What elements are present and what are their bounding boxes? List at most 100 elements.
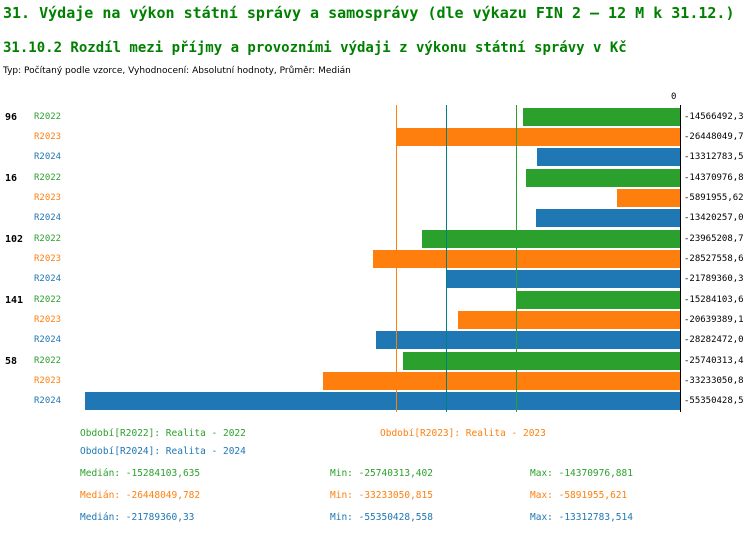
series-label-r2023: R2023 [34,254,62,264]
plot-area [85,189,680,207]
report-subtitle: 31.10.2 Rozdíl mezi příjmy a provozními … [3,40,627,56]
bar-chart: 0 96 R2022 -14566492,3 R2023 -26448049,7 R202… [0,90,750,416]
report-meta: Typ: Počítaný podle vzorce, Vyhodnocení:… [3,66,351,76]
bar-r2023 [395,128,680,146]
series-label-r2023: R2023 [34,315,62,325]
bar-value-label: -28527558,6 [684,254,744,264]
bar-row: R2023 -28527558,6 [0,249,750,269]
bar-r2024 [375,331,680,349]
legend-r2023: Období[R2023]: Realita - 2023 [380,428,546,439]
stat-median-r2023: Medián: -26448049,782 [80,490,201,501]
group-label: 96 [5,111,18,123]
stat-min-r2022: Min: -25740313,402 [330,468,433,479]
stat-min-r2023: Min: -33233050,815 [330,490,433,501]
plot-area [85,352,680,370]
bar-r2023 [322,372,680,390]
plot-area [85,250,680,268]
bar-group-102: 102 R2022 -23965208,7 R2023 -28527558,6 R2024… [0,229,750,289]
series-label-r2022: R2022 [34,356,62,366]
group-label: 16 [5,172,18,184]
bar-r2023 [373,250,680,268]
plot-area [85,291,680,309]
stat-max-r2024: Max: -13312783,514 [530,512,633,523]
series-label-r2022: R2022 [34,295,62,305]
bar-r2023 [458,311,680,329]
bar-row: R2023 -5891955,62 [0,188,750,208]
bar-value-label: -13312783,5 [684,152,744,162]
bar-r2023 [616,189,680,207]
group-label: 58 [5,355,18,367]
bar-value-label: -14566492,3 [684,112,744,122]
bar-group-58: 58 R2022 -25740313,4 R2023 -33233050,8 R2024 -… [0,351,750,411]
bar-row: 96 R2022 -14566492,3 [0,107,750,127]
bar-value-label: -33233050,8 [684,376,744,386]
bar-row: R2024 -28282472,0 [0,330,750,350]
bar-r2022 [403,352,680,370]
plot-area [85,169,680,187]
series-label-r2024: R2024 [34,152,62,162]
legend-r2022: Období[R2022]: Realita - 2022 [80,428,246,439]
median-line-r2024 [445,105,447,412]
bar-row: R2024 -21789360,3 [0,269,750,289]
series-label-r2023: R2023 [34,376,62,386]
bar-r2022 [515,291,680,309]
bar-value-label: -14370976,8 [684,173,744,183]
bar-value-label: -20639389,1 [684,315,744,325]
plot-area [85,148,680,166]
bar-row: R2024 -13312783,5 [0,147,750,167]
bar-value-label: -15284103,6 [684,295,744,305]
bar-row: 16 R2022 -14370976,8 [0,168,750,188]
series-label-r2024: R2024 [34,213,62,223]
bar-value-label: -55350428,5 [684,396,744,406]
bar-value-label: -26448049,7 [684,132,744,142]
plot-area [85,209,680,227]
plot-area [85,230,680,248]
bar-value-label: -21789360,3 [684,274,744,284]
series-label-r2023: R2023 [34,193,62,203]
bar-row: R2023 -33233050,8 [0,371,750,391]
bar-value-label: -28282472,0 [684,335,744,345]
bar-r2022 [523,108,680,126]
series-label-r2022: R2022 [34,234,62,244]
series-label-r2022: R2022 [34,173,62,183]
bar-r2022 [525,169,680,187]
legend-r2024: Období[R2024]: Realita - 2024 [80,446,246,457]
chart-rows: 96 R2022 -14566492,3 R2023 -26448049,7 R2024 -… [0,107,750,412]
median-line-r2023 [395,105,397,412]
stat-min-r2024: Min: -55350428,558 [330,512,433,523]
bar-row: 102 R2022 -23965208,7 [0,229,750,249]
bar-row: 58 R2022 -25740313,4 [0,351,750,371]
plot-area [85,108,680,126]
stat-median-r2022: Medián: -15284103,635 [80,468,201,479]
stat-max-r2023: Max: -5891955,621 [530,490,628,501]
series-label-r2024: R2024 [34,274,62,284]
plot-area [85,372,680,390]
plot-area [85,128,680,146]
median-line-r2022 [515,105,517,412]
plot-area [85,392,680,410]
bar-row: R2023 -26448049,7 [0,127,750,147]
bar-value-label: -13420257,0 [684,213,744,223]
bar-group-141: 141 R2022 -15284103,6 R2023 -20639389,1 R2024… [0,290,750,350]
stat-median-r2024: Medián: -21789360,33 [80,512,195,523]
plot-area [85,331,680,349]
bar-r2024 [85,392,680,410]
series-label-r2024: R2024 [34,396,62,406]
stat-max-r2022: Max: -14370976,881 [530,468,633,479]
bar-group-16: 16 R2022 -14370976,8 R2023 -5891955,62 R2024 -… [0,168,750,228]
plot-area [85,311,680,329]
bar-r2024 [445,270,680,288]
series-label-r2024: R2024 [34,335,62,345]
series-label-r2022: R2022 [34,112,62,122]
group-label: 102 [5,233,24,245]
bar-row: R2024 -55350428,5 [0,391,750,411]
plot-area [85,270,680,288]
report-title: 31. Výdaje na výkon státní správy a samo… [3,4,735,22]
bar-value-label: -25740313,4 [684,356,744,366]
bar-row: R2023 -20639389,1 [0,310,750,330]
series-label-r2023: R2023 [34,132,62,142]
group-label: 141 [5,294,24,306]
bar-group-96: 96 R2022 -14566492,3 R2023 -26448049,7 R2024 -… [0,107,750,167]
bar-row: 141 R2022 -15284103,6 [0,290,750,310]
